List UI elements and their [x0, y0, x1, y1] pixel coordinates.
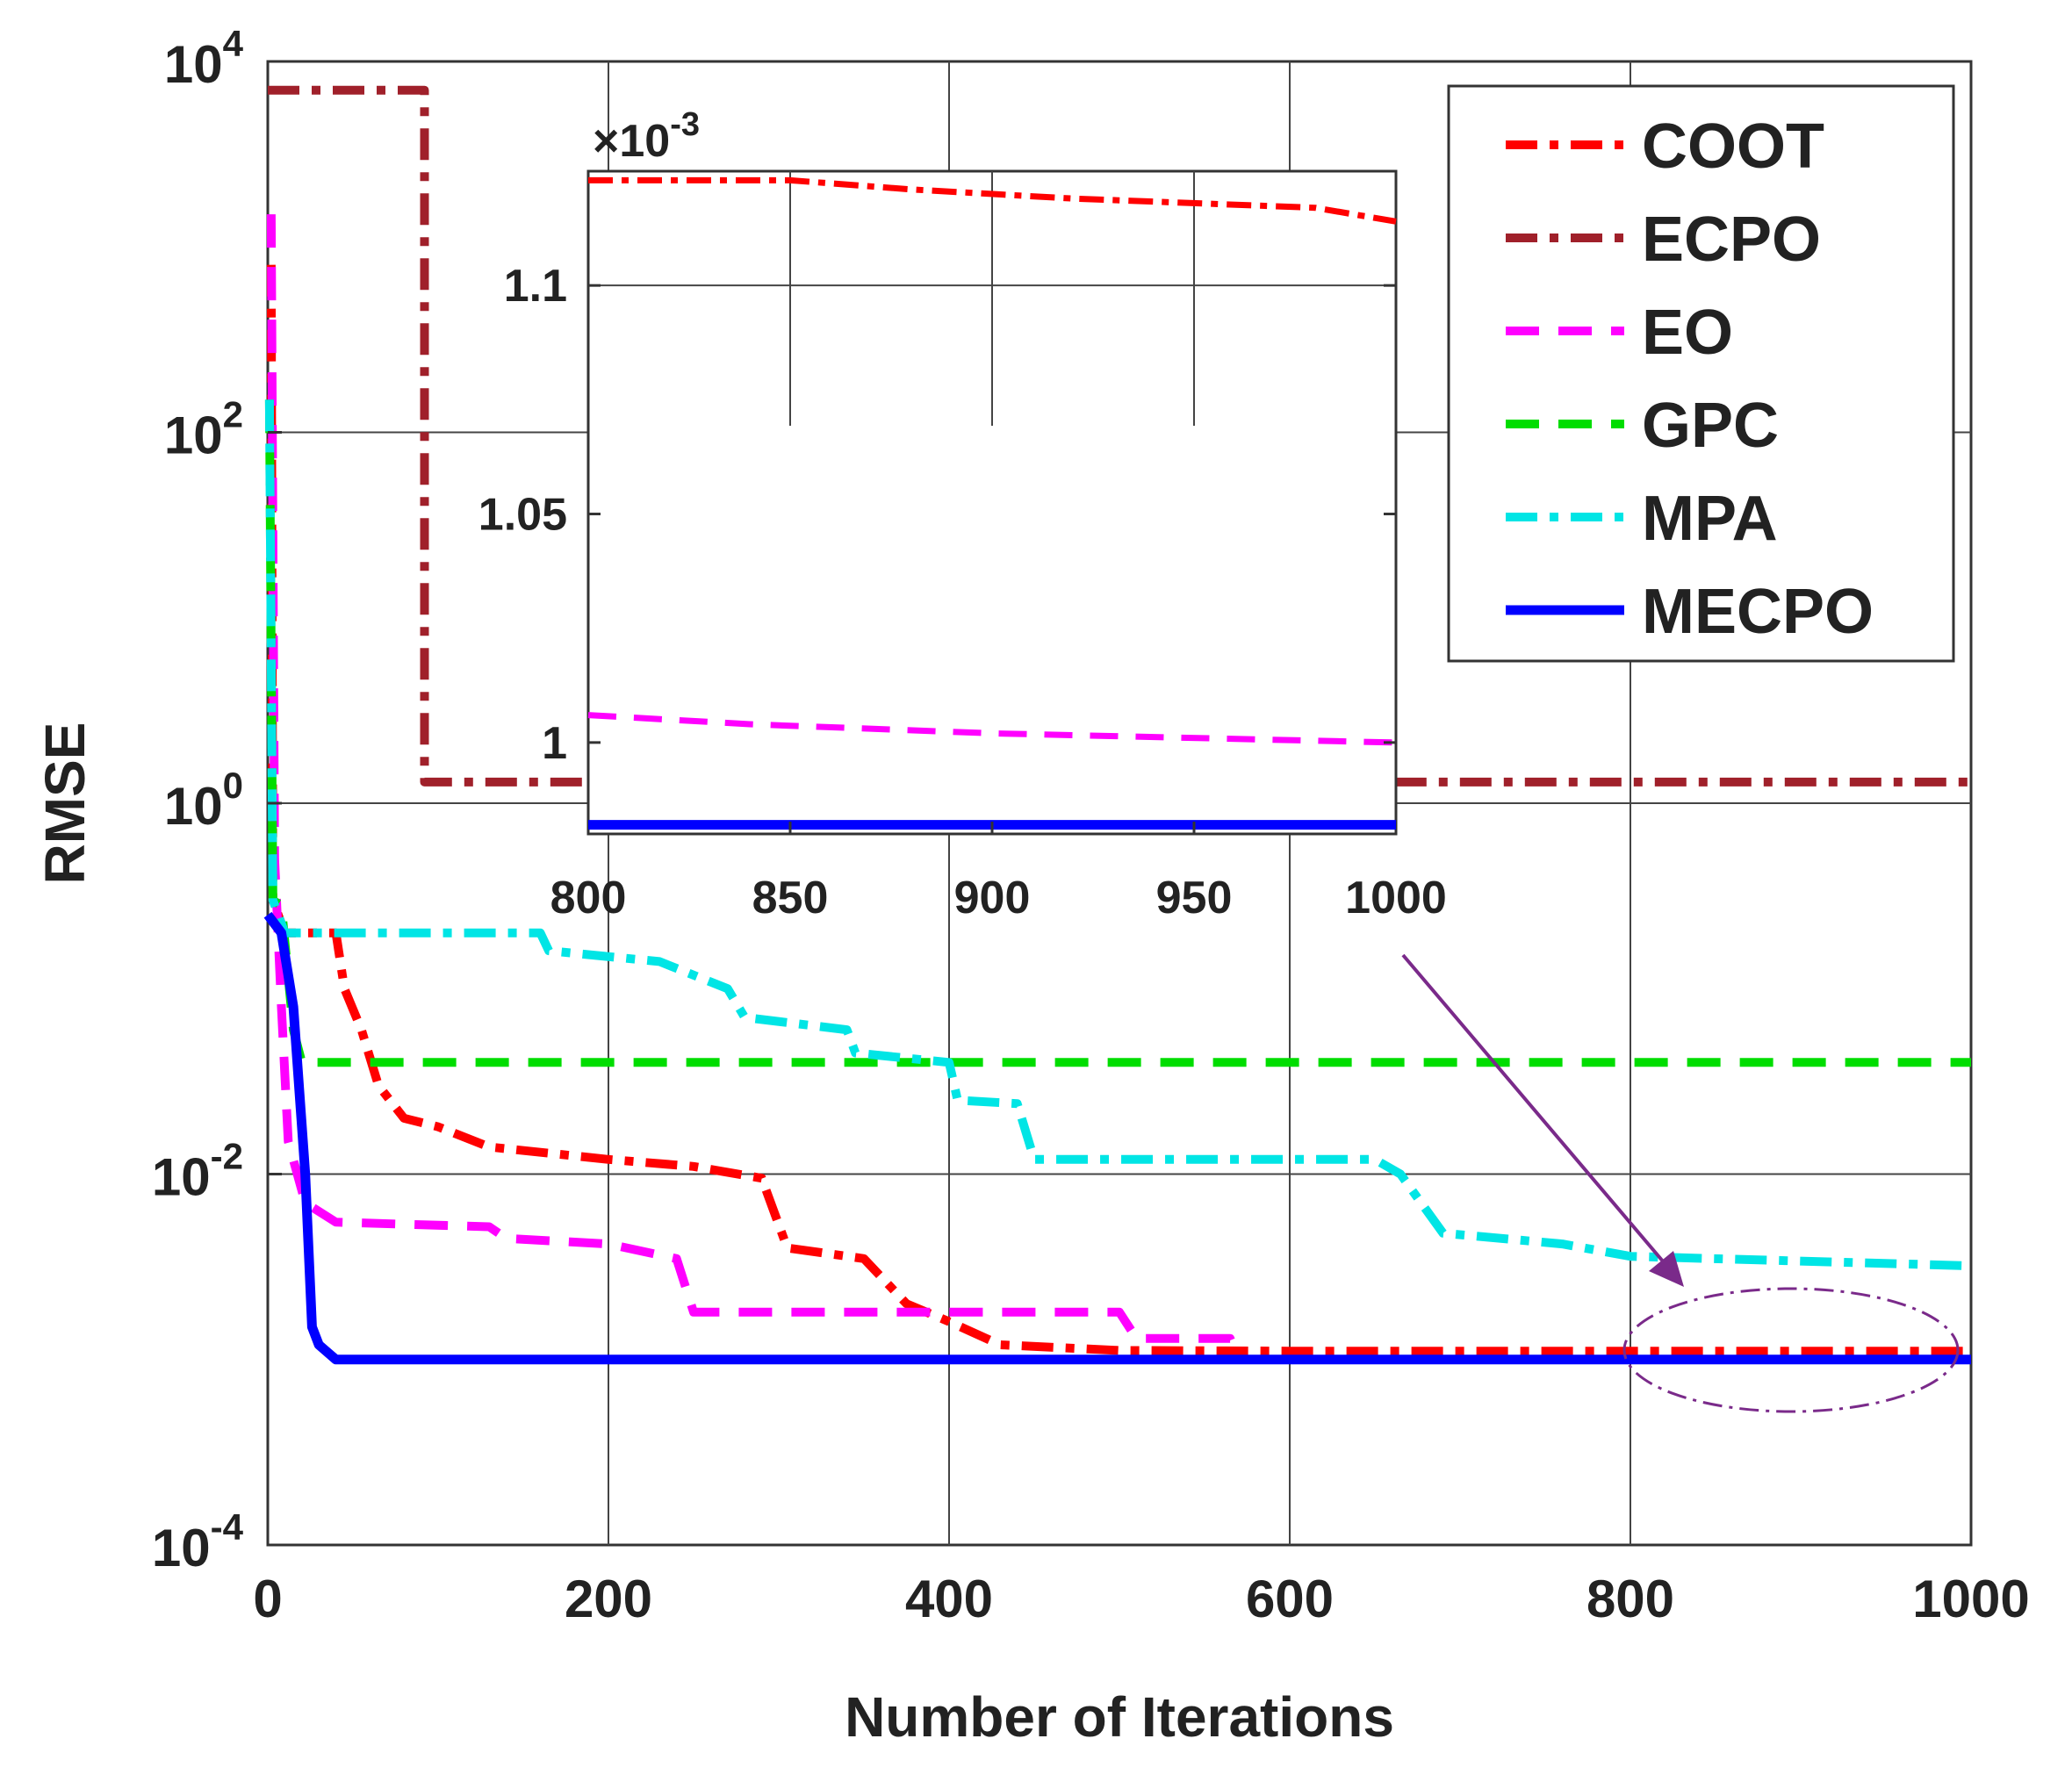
inset-x-tick-label: 900	[954, 873, 1031, 923]
inset-series-line-coot	[588, 176, 1397, 225]
x-tick-label: 800	[1586, 1570, 1674, 1628]
inset-y-tick-label: 1.05	[478, 490, 567, 541]
inset-chart: 800 850 900 950 1000 1.1 1.05 1 ×10-3	[478, 106, 1447, 923]
inset-multiplier-prefix: ×10	[593, 116, 670, 167]
x-tick-label: 400	[905, 1570, 993, 1628]
inset-multiplier-exp: -3	[670, 106, 700, 143]
legend: COOT ECPO EO GPC MPA MECPO	[1447, 84, 1955, 663]
x-tick-label: 600	[1246, 1570, 1334, 1628]
zoom-ellipse	[1622, 1287, 1960, 1413]
inset-multiplier: ×10-3	[593, 106, 700, 167]
series-line-eo	[266, 214, 1971, 1364]
inset-x-tick-label: 1000	[1345, 873, 1447, 923]
zoom-arrow-head	[1649, 1251, 1684, 1287]
x-tick-label: 200	[565, 1570, 652, 1628]
series-line-coot	[266, 264, 1971, 1356]
y-tick-label: 100	[164, 765, 243, 836]
legend-label-mecpo: MECPO	[1642, 577, 1874, 647]
series-line-mecpo	[263, 911, 1971, 1365]
y-axis-label: RMSE	[33, 722, 97, 885]
inset-x-tick-label: 800	[550, 873, 627, 923]
legend-box	[1447, 84, 1955, 663]
inset-series-line-eo	[587, 712, 1397, 746]
x-tick-label: 0	[253, 1570, 282, 1628]
y-tick-label: 10-2	[152, 1136, 243, 1207]
legend-label-eo: EO	[1642, 298, 1733, 368]
inset-y-tick-label: 1.1	[504, 261, 567, 312]
x-axis-label: Number of Iterations	[845, 1685, 1394, 1749]
legend-label-mpa: MPA	[1642, 484, 1778, 554]
y-tick-label: 104	[164, 23, 244, 94]
x-tick-label: 1000	[1912, 1570, 2029, 1628]
series-line-ecpo	[268, 85, 1971, 787]
legend-label-coot: COOT	[1642, 111, 1824, 182]
inset-y-tick-label: 1	[542, 718, 567, 769]
legend-label-ecpo: ECPO	[1642, 205, 1821, 275]
inset-grid	[588, 171, 1396, 426]
inset-x-tick-label: 850	[752, 873, 829, 923]
legend-label-gpc: GPC	[1642, 391, 1779, 461]
zoom-arrow-line	[1401, 953, 1666, 1264]
main-series	[263, 85, 1972, 1365]
inset-x-tick-label: 950	[1156, 873, 1233, 923]
inset-ticks: 800 850 900 950 1000 1.1 1.05 1	[478, 261, 1447, 923]
y-tick-label: 102	[164, 394, 243, 465]
series-line-mpa	[264, 399, 1972, 1270]
y-tick-label: 10-4	[152, 1506, 244, 1577]
main-ticks: 0 200 400 600 800 1000 104 102 100 10-2 10-4	[152, 23, 2030, 1628]
